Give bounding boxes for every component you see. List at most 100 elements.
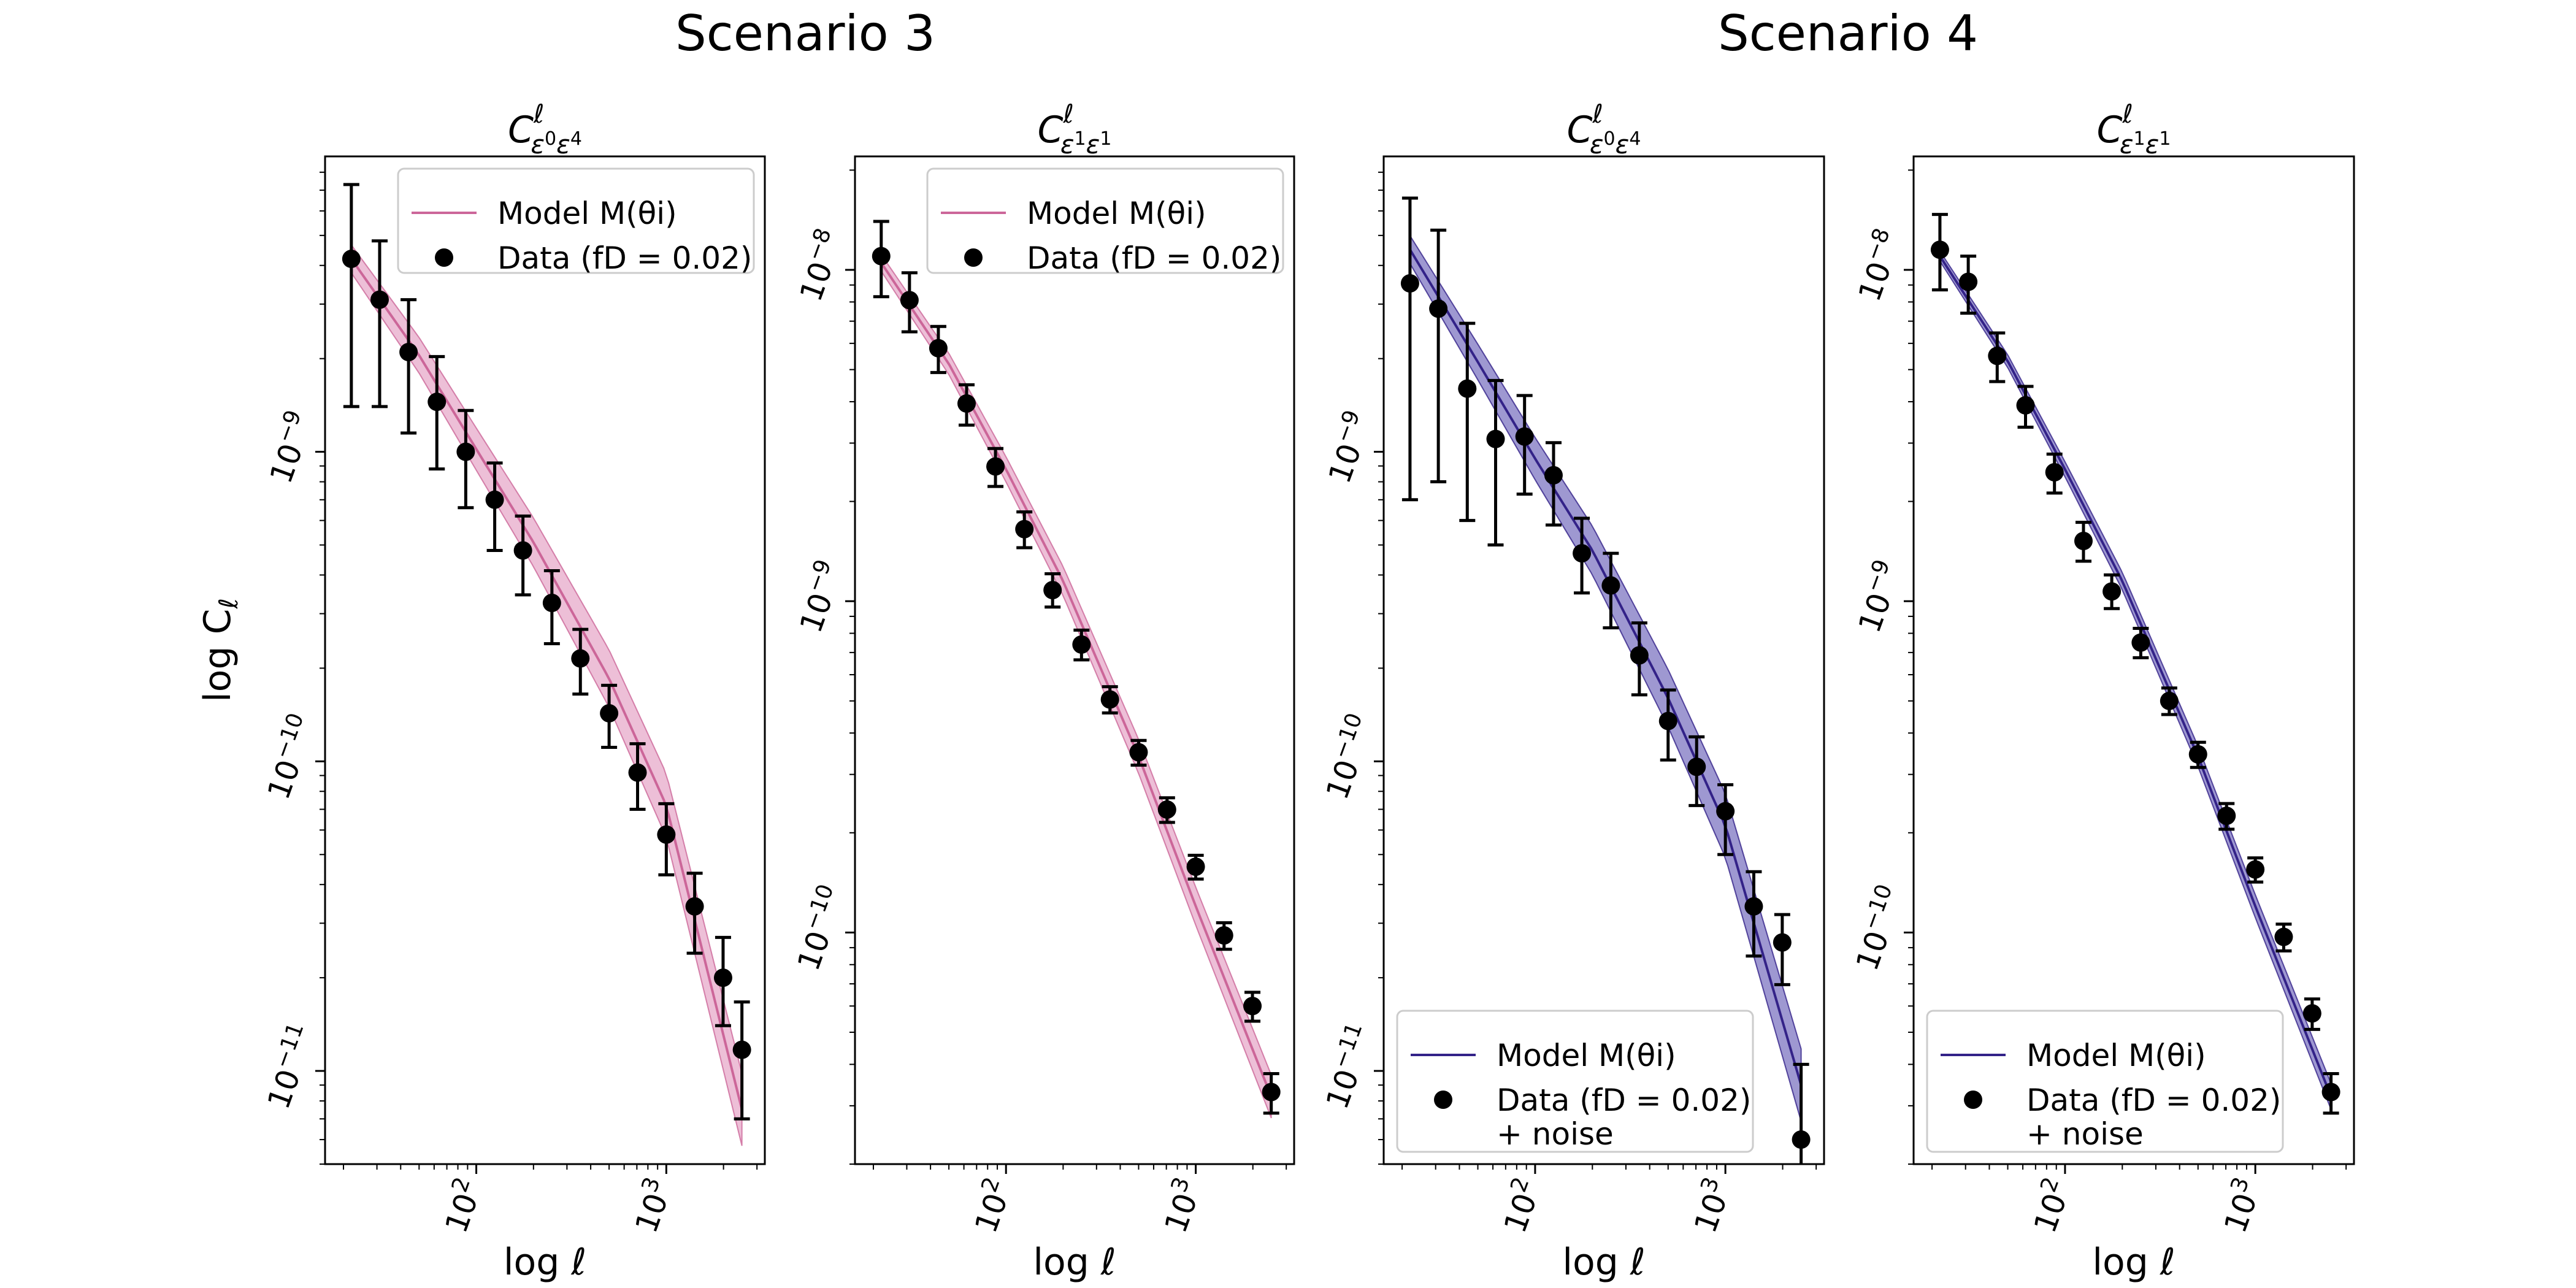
axes-frame <box>324 155 766 1165</box>
data-point <box>900 291 919 310</box>
panel-title: Cℓ ε1ε1 <box>1038 99 1112 159</box>
legend-data-swatch <box>435 248 453 267</box>
legend-noise-label: + noise <box>1497 1116 1614 1152</box>
data-point <box>1930 240 1949 259</box>
data-point-group <box>1243 991 1262 1023</box>
data-point <box>1243 997 1262 1016</box>
data-point <box>1658 711 1677 730</box>
data-point <box>1072 635 1091 654</box>
x-axis-label: log ℓ <box>1562 1241 1645 1284</box>
data-point <box>713 968 732 987</box>
data-series <box>1930 213 2340 1115</box>
legend-data-label: Data (fD = 0.02) <box>1027 240 1281 276</box>
data-point <box>2217 807 2236 826</box>
data-point <box>1486 429 1505 448</box>
panel-title-base: C <box>508 109 534 151</box>
data-series <box>342 183 751 1121</box>
data-point-group <box>657 802 676 876</box>
data-point <box>1458 379 1477 398</box>
panel-title-superscript: ℓ <box>533 99 544 129</box>
data-point-group <box>399 298 418 435</box>
axes-frame <box>1382 155 1825 1165</box>
data-point-group <box>1214 921 1233 951</box>
suptitle-scenario-3: Scenario 3 <box>675 5 935 62</box>
data-point-group <box>2103 573 2122 610</box>
legend-data-label: Data (fD = 0.02) <box>1497 1083 1751 1118</box>
data-point <box>1043 581 1062 600</box>
data-point <box>1716 802 1735 821</box>
legend-data-label: Data (fD = 0.02) <box>497 240 752 276</box>
data-point <box>1687 757 1706 776</box>
data-point <box>1186 857 1205 876</box>
panel-title-subscript-2: ε <box>1086 129 1100 159</box>
data-point <box>427 393 447 412</box>
data-point <box>1773 933 1792 952</box>
data-point-group <box>370 239 389 408</box>
panel-title-subscript-1: ε <box>1590 129 1604 159</box>
legend: Model M(θi) Data (fD = 0.02)+ noise <box>1926 1010 2284 1153</box>
data-point-group <box>342 183 361 408</box>
data-point-group <box>1400 196 1419 502</box>
data-point-group <box>2274 922 2293 953</box>
data-point <box>571 649 590 668</box>
data-point <box>2188 745 2207 764</box>
data-point <box>1129 743 1148 762</box>
data-point-group <box>513 514 532 597</box>
data-point-group <box>872 220 891 299</box>
data-point-group <box>600 683 619 749</box>
data-point-group <box>1687 735 1706 807</box>
data-point <box>1157 800 1176 819</box>
y-axis-label-text: log Cℓ <box>196 598 243 702</box>
data-point <box>1400 274 1419 293</box>
data-point-group <box>1015 510 1034 550</box>
data-point-group <box>1186 854 1205 881</box>
data-point-group <box>1658 688 1677 762</box>
data-point <box>685 897 704 916</box>
data-point <box>1429 299 1448 318</box>
panel-title: Cℓ ε0ε4 <box>1567 99 1641 159</box>
legend-model-label: Model M(θi) <box>1497 1038 1676 1073</box>
data-point <box>2274 927 2293 946</box>
data-point <box>2103 582 2122 601</box>
data-point-group <box>900 271 919 334</box>
data-point-group <box>542 569 561 645</box>
data-point <box>1959 272 1978 291</box>
model-line <box>1409 248 1803 1086</box>
legend: Model M(θi) Data (fD = 0.02)+ noise <box>1396 1010 1754 1153</box>
legend: Model M(θi) Data (fD = 0.02) <box>926 167 1284 276</box>
panel-title-base: C <box>1038 109 1064 151</box>
data-point-group <box>1515 394 1534 496</box>
data-point-group <box>2217 802 2236 831</box>
panel-title-superscript: ℓ <box>2122 99 2133 129</box>
model-line <box>880 262 1273 1097</box>
data-point-group <box>2188 740 2207 769</box>
data-point-group <box>1458 321 1477 523</box>
data-point-group <box>2160 686 2179 716</box>
data-point-group <box>685 872 704 955</box>
panel-title-subscript-1-index: 0 <box>545 128 556 150</box>
data-point-group <box>456 408 475 510</box>
plot-area <box>1400 196 1811 1164</box>
data-point <box>1988 347 2007 366</box>
data-point-group <box>1129 738 1148 767</box>
data-point-group <box>929 324 948 374</box>
panel-title-subscript-2-index: 4 <box>570 128 582 150</box>
legend-data-swatch <box>1434 1091 1452 1109</box>
data-point-group <box>1930 213 1949 292</box>
data-point-group <box>628 742 647 811</box>
data-point <box>1792 1130 1811 1149</box>
data-point <box>1544 466 1563 485</box>
suptitle-scenario-4: Scenario 4 <box>1718 5 1978 62</box>
panel-title-subscript-2: ε <box>556 129 570 159</box>
data-point-group <box>2321 1072 2340 1115</box>
data-series <box>872 220 1281 1115</box>
panel-title-subscript-1: ε <box>531 129 545 159</box>
data-point <box>2321 1083 2340 1102</box>
data-point-group <box>732 1000 751 1121</box>
panel-title-subscript-1-index: 1 <box>2134 128 2145 150</box>
data-point <box>485 490 504 509</box>
data-point <box>399 342 418 361</box>
